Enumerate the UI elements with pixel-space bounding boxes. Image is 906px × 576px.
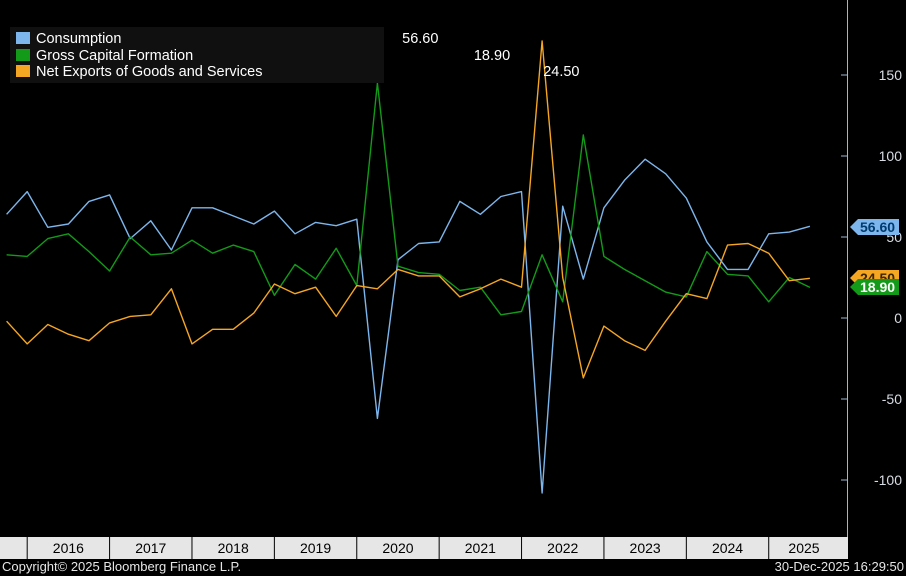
x-tick-label-2025: 2025: [788, 540, 819, 556]
y-tick-label: 100: [879, 148, 903, 164]
legend-label-consumption: Consumption: [36, 31, 122, 47]
x-tick-label-2018: 2018: [218, 540, 249, 556]
y-tick-label: 150: [879, 67, 903, 83]
lines-layer: [6, 40, 811, 494]
x-tick-label-2021: 2021: [465, 540, 496, 556]
legend-swatch-consumption: [16, 32, 30, 44]
y-tick-label: -100: [874, 472, 902, 488]
series-line-2: [6, 40, 810, 379]
x-tick-label-2022: 2022: [547, 540, 578, 556]
legend-swatch-net-exports: [16, 65, 30, 77]
copyright-text: Copyright© 2025 Bloomberg Finance L.P.: [2, 559, 242, 574]
legend-value-net-exports: 24.50: [543, 64, 580, 80]
x-tick-label-2024: 2024: [712, 540, 743, 556]
legend: Consumption 56.60 Gross Capital Formatio…: [10, 27, 579, 83]
legend-label-net-exports: Net Exports of Goods and Services: [36, 64, 263, 80]
x-tick-label-2023: 2023: [630, 540, 661, 556]
legend-item-consumption: Consumption 56.60: [16, 31, 438, 47]
x-axis-band: [0, 537, 848, 559]
x-tick-label-2019: 2019: [300, 540, 331, 556]
series-line-0: [6, 158, 811, 494]
legend-item-gross-capital-formation: Gross Capital Formation 18.90: [16, 48, 510, 64]
x-axis-band-gap: [848, 537, 906, 559]
legend-value-gross-capital-formation: 18.90: [473, 48, 511, 64]
x-tick-label-2017: 2017: [135, 540, 166, 556]
last-value-tag-consumption: 56.60: [850, 219, 900, 235]
legend-label-gross-capital-formation: Gross Capital Formation: [36, 48, 194, 64]
last-value-tag-gross-capital-formation: 18.90: [850, 279, 900, 295]
x-tick-label-2020: 2020: [382, 540, 413, 556]
legend-value-consumption: 56.60: [402, 31, 439, 47]
legend-swatch-gross-capital-formation: [16, 49, 30, 61]
y-tick-label: -50: [882, 391, 902, 407]
y-tick-label: 0: [894, 310, 902, 326]
timestamp-text: 30-Dec-2025 16:29:50: [774, 559, 904, 574]
x-tick-label-2016: 2016: [53, 540, 84, 556]
legend-item-net-exports: Net Exports of Goods and Services 24.50: [16, 64, 579, 80]
series-line-1: [6, 82, 811, 316]
